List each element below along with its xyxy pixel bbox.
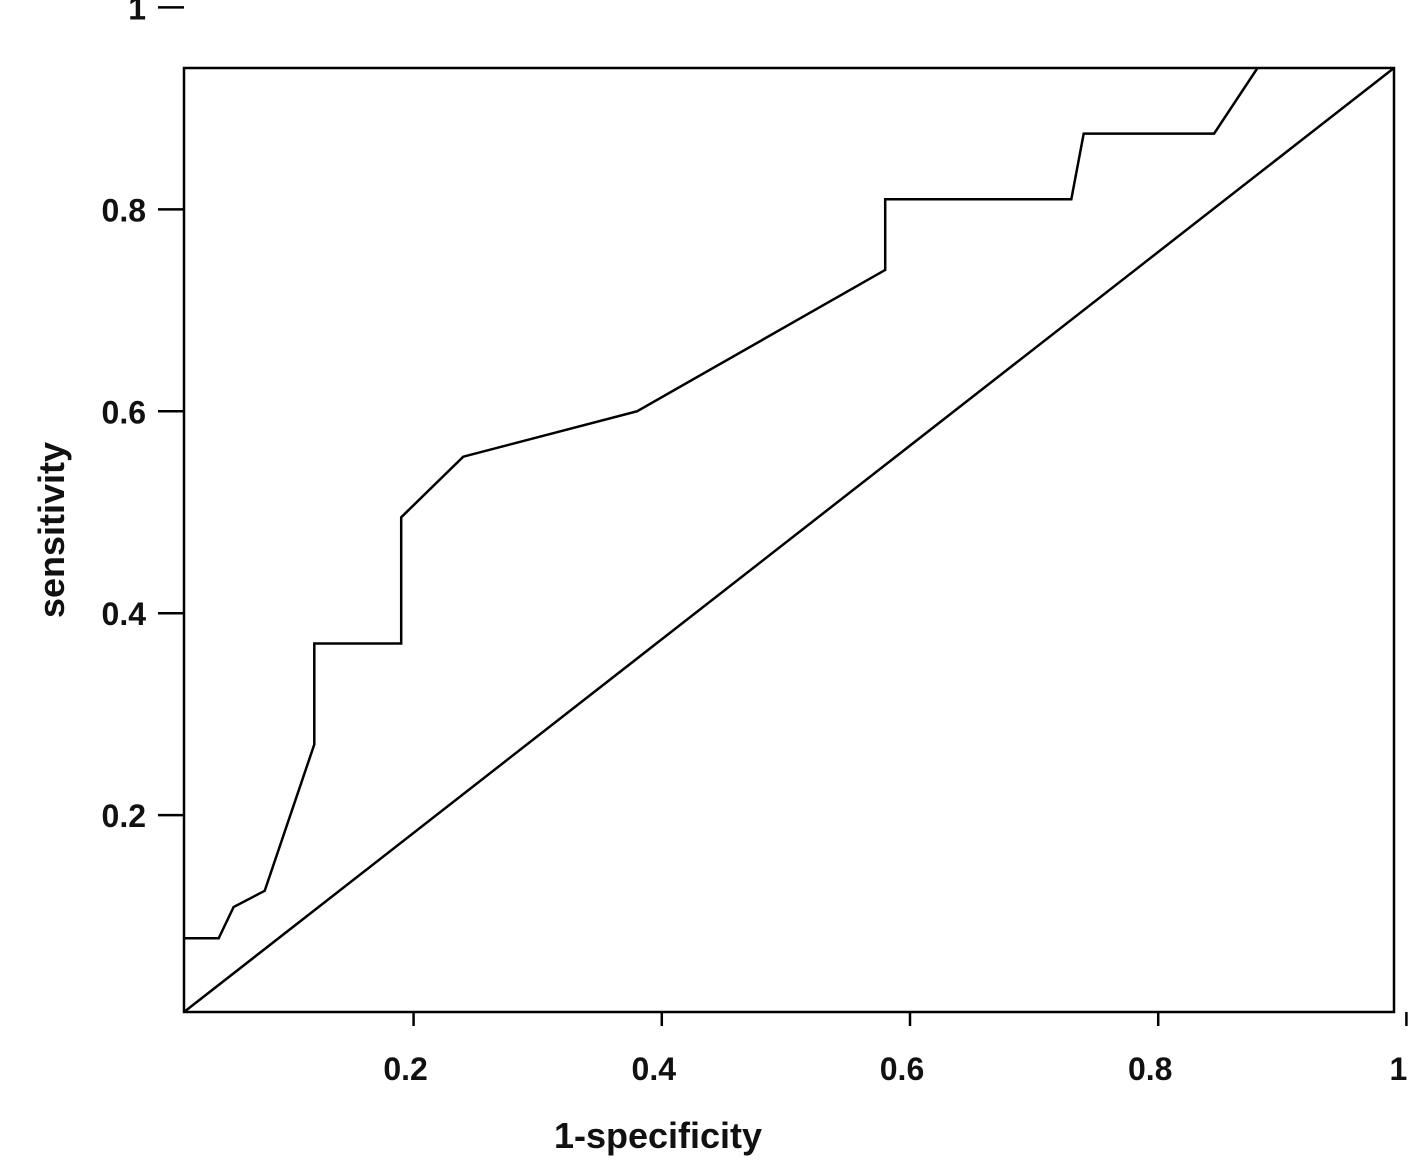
y-axis-title: sensitivity xyxy=(31,442,72,618)
roc-curve-line xyxy=(184,67,1259,940)
y-tick-label: 0.6 xyxy=(102,394,146,430)
y-tick-label: 0.2 xyxy=(102,798,146,834)
plot-frame xyxy=(182,66,1396,1014)
x-tick-label: 0.4 xyxy=(632,1051,677,1087)
x-tick-label: 0.8 xyxy=(1128,1051,1172,1087)
x-tick-label: 0.2 xyxy=(383,1051,427,1087)
x-axis-title: 1-specificity xyxy=(554,1115,762,1156)
reference-diagonal-line xyxy=(183,67,1395,1013)
y-tick-label: 1 xyxy=(128,0,146,26)
y-tick-label: 0.8 xyxy=(102,192,146,228)
x-tick-label: 0.6 xyxy=(880,1051,924,1087)
x-tick-label: 1 xyxy=(1390,1051,1408,1087)
y-tick-label: 0.4 xyxy=(102,596,147,632)
